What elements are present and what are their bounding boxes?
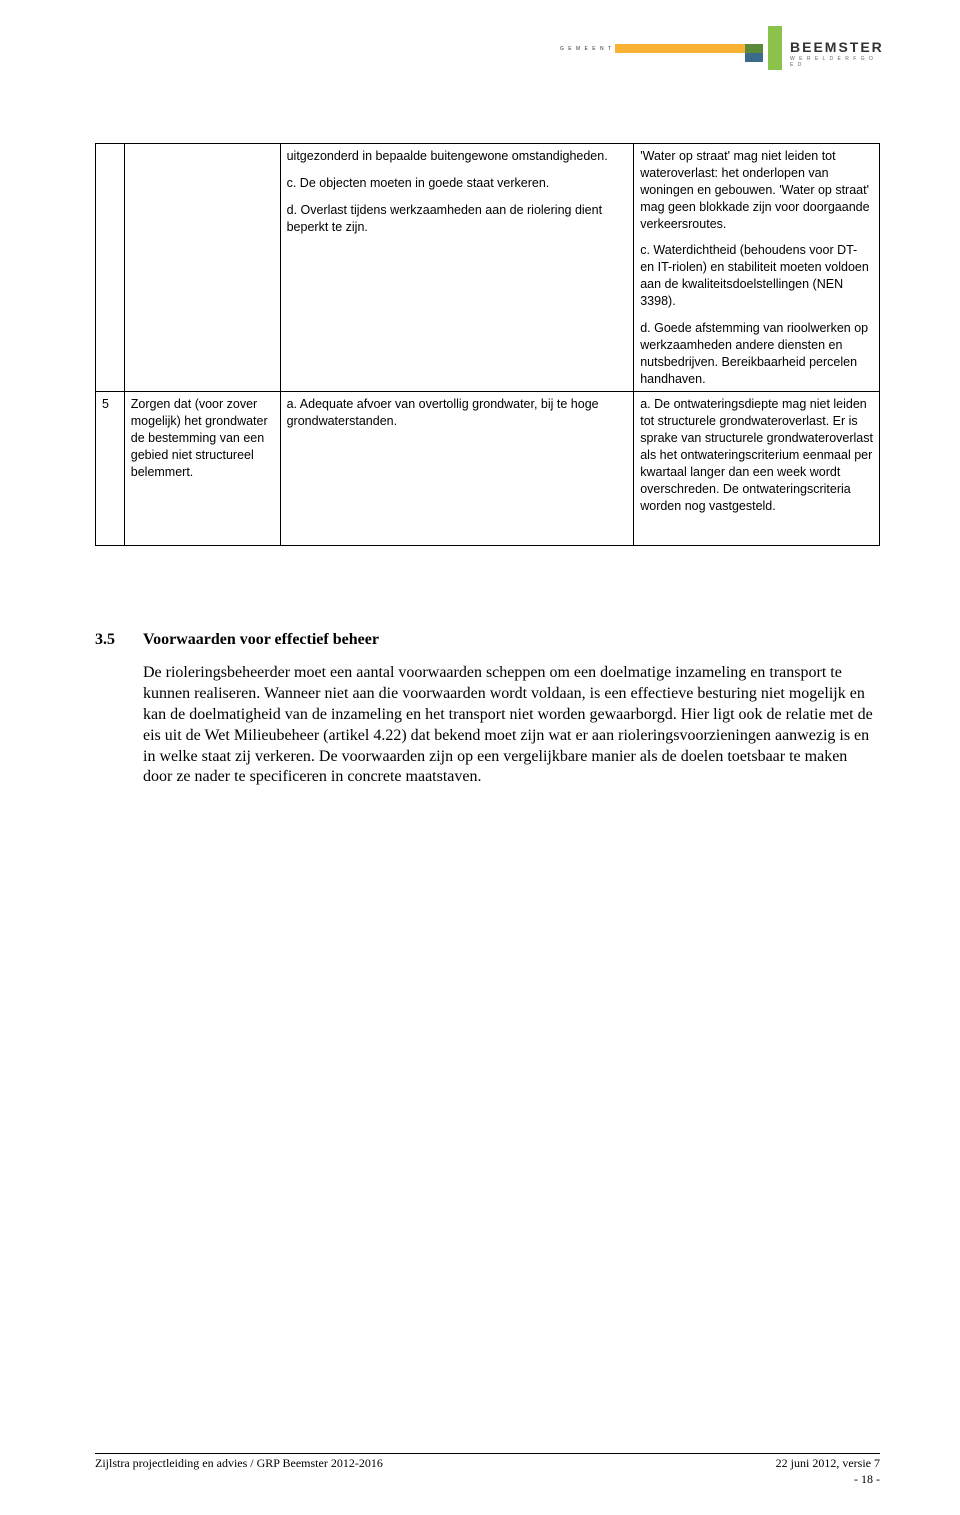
- logo-bar-midgreen: [745, 44, 763, 53]
- cell-num: 5: [96, 392, 125, 546]
- cell-col2: a. Adequate afvoer van overtollig grondw…: [280, 392, 634, 546]
- logo-bar-yellow: [615, 44, 745, 53]
- section-body: De rioleringsbeheerder moet een aantal v…: [143, 663, 880, 788]
- cell-text: d. Goede afstemming van rioolwerken op w…: [640, 320, 873, 388]
- content-area: uitgezonderd in bepaalde buitengewone om…: [95, 28, 880, 788]
- cell-col3: a. De ontwateringsdiepte mag niet leiden…: [634, 392, 880, 546]
- cell-num-empty: [96, 144, 125, 392]
- logo-bar-green-vertical: [768, 26, 782, 70]
- footer-right: 22 juni 2012, versie 7: [776, 1456, 880, 1471]
- section-number: 3.5: [95, 631, 143, 649]
- footer-left: Zijlstra projectleiding en advies / GRP …: [95, 1456, 383, 1471]
- cell-text-empty: [640, 525, 873, 542]
- cell-text: c. De objecten moeten in goede staat ver…: [287, 175, 628, 192]
- footer-row: Zijlstra projectleiding en advies / GRP …: [95, 1456, 880, 1471]
- cell-text: a. De ontwateringsdiepte mag niet leiden…: [640, 396, 873, 514]
- table-row: uitgezonderd in bepaalde buitengewone om…: [96, 144, 880, 392]
- section-3-5: 3.5Voorwaarden voor effectief beheer De …: [95, 631, 880, 788]
- page-footer: Zijlstra projectleiding en advies / GRP …: [95, 1453, 880, 1487]
- section-title: Voorwaarden voor effectief beheer: [143, 631, 379, 648]
- footer-page-number: - 18 -: [95, 1472, 880, 1487]
- logo-left-text: G E M E E N T E: [560, 46, 620, 52]
- cell-col2: uitgezonderd in bepaalde buitengewone om…: [280, 144, 634, 392]
- header-logo: G E M E E N T E BEEMSTER W E R E L D E R…: [560, 20, 880, 70]
- cell-text: uitgezonderd in bepaalde buitengewone om…: [287, 148, 628, 165]
- cell-col1-empty: [124, 144, 280, 392]
- logo-brand-text: BEEMSTER: [790, 39, 884, 55]
- table-row: 5 Zorgen dat (voor zover mogelijk) het g…: [96, 392, 880, 546]
- section-heading: 3.5Voorwaarden voor effectief beheer: [95, 631, 880, 649]
- cell-text: 'Water op straat' mag niet leiden tot wa…: [640, 148, 873, 232]
- page: G E M E E N T E BEEMSTER W E R E L D E R…: [0, 0, 960, 1515]
- logo-bar-blue: [745, 53, 763, 62]
- footer-divider: [95, 1453, 880, 1454]
- cell-text: c. Waterdichtheid (behoudens voor DT- en…: [640, 242, 873, 310]
- cell-col1: Zorgen dat (voor zover mogelijk) het gro…: [124, 392, 280, 546]
- requirements-table: uitgezonderd in bepaalde buitengewone om…: [95, 143, 880, 546]
- logo-subtitle: W E R E L D E R F G O E D: [790, 56, 880, 68]
- cell-col3: 'Water op straat' mag niet leiden tot wa…: [634, 144, 880, 392]
- cell-text: d. Overlast tijdens werkzaamheden aan de…: [287, 202, 628, 236]
